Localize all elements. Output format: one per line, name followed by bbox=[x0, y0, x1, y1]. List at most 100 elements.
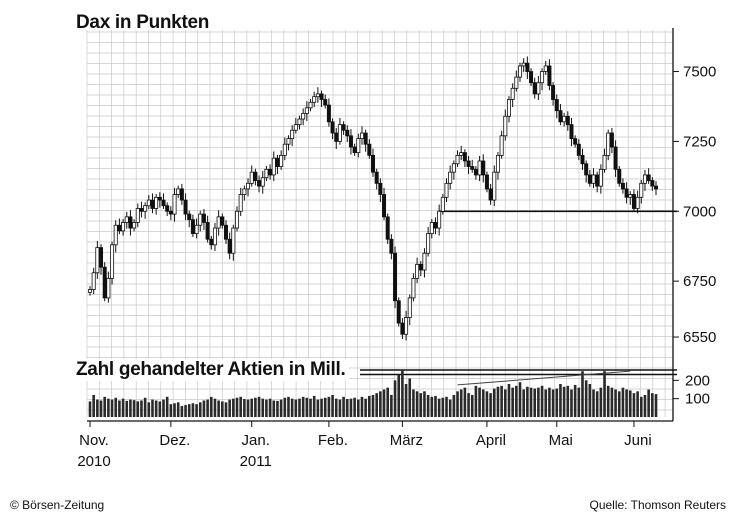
volume-bar bbox=[257, 396, 261, 417]
volume-bar bbox=[386, 387, 390, 417]
candle-body bbox=[223, 224, 228, 240]
candle-body bbox=[154, 196, 159, 209]
candle-body bbox=[418, 263, 423, 271]
volume-bar bbox=[173, 403, 176, 417]
candle-body bbox=[595, 174, 600, 187]
candle-body bbox=[532, 82, 537, 95]
candle-body bbox=[598, 168, 603, 187]
candle-body bbox=[271, 157, 276, 176]
y-tick-label: 7500 bbox=[683, 64, 716, 81]
volume-bar bbox=[573, 384, 577, 417]
candle-body bbox=[437, 210, 442, 229]
candle-body bbox=[323, 99, 328, 106]
volume-bar bbox=[507, 384, 511, 417]
volume-bar bbox=[294, 399, 298, 417]
volume-bar bbox=[125, 400, 129, 417]
candle-body bbox=[393, 252, 398, 302]
candle-body bbox=[124, 216, 129, 223]
volume-bar bbox=[606, 385, 610, 417]
candle-body bbox=[547, 65, 552, 86]
candle-body bbox=[348, 135, 353, 148]
x-tick-label: Nov. bbox=[79, 432, 109, 449]
volume-bar bbox=[114, 397, 118, 417]
candle-body bbox=[293, 124, 298, 131]
volume-bar bbox=[566, 385, 570, 417]
volume-bar bbox=[107, 398, 110, 417]
volume-bar bbox=[99, 400, 103, 417]
volume-bar bbox=[250, 398, 254, 417]
candle-body bbox=[455, 154, 460, 165]
candle-body bbox=[554, 99, 559, 112]
volume-bar bbox=[338, 399, 342, 417]
candle-body bbox=[275, 157, 280, 167]
volume-title: Zahl gehandelter Aktien in Mill. bbox=[76, 359, 350, 381]
candle-body bbox=[246, 182, 251, 190]
candle-body bbox=[286, 138, 291, 145]
volume-bar bbox=[246, 399, 250, 417]
volume-bar bbox=[404, 384, 408, 417]
candle-body bbox=[473, 168, 478, 176]
candle-body bbox=[580, 154, 585, 165]
volume-bar bbox=[239, 396, 242, 417]
volume-bar bbox=[254, 397, 257, 417]
candle-body bbox=[352, 146, 357, 153]
candle-body bbox=[176, 188, 181, 195]
volume-bar bbox=[195, 404, 198, 417]
x-tick-label: Dez. bbox=[159, 432, 190, 449]
candle-body bbox=[514, 76, 519, 89]
candle-body bbox=[536, 82, 541, 95]
volume-bar bbox=[202, 400, 206, 417]
volume-bar bbox=[621, 387, 625, 417]
volume-bar bbox=[632, 393, 636, 417]
volume-bar bbox=[610, 387, 614, 417]
volume-bar bbox=[143, 397, 147, 417]
volume-bar bbox=[368, 395, 371, 417]
y-tick-label: 6750 bbox=[683, 273, 716, 290]
candle-body bbox=[411, 277, 416, 299]
x-tick-label: März bbox=[390, 432, 423, 449]
volume-bar bbox=[353, 397, 356, 417]
candle-body bbox=[268, 168, 273, 176]
volume-bar bbox=[456, 391, 459, 417]
volume-bar bbox=[198, 402, 202, 417]
volume-bar bbox=[492, 388, 496, 417]
volume-bar bbox=[559, 384, 562, 417]
candle-body bbox=[470, 166, 475, 170]
candle-body bbox=[462, 152, 467, 162]
volume-bar bbox=[316, 399, 320, 417]
volume-bar bbox=[584, 380, 588, 417]
volume-bar bbox=[187, 404, 191, 417]
candle-body bbox=[606, 132, 611, 156]
candle-body bbox=[492, 171, 497, 201]
volume-bar bbox=[268, 398, 272, 417]
candle-body bbox=[187, 213, 192, 221]
candle-body bbox=[573, 138, 578, 145]
candle-body bbox=[617, 168, 622, 184]
candle-body bbox=[128, 216, 133, 229]
candle-body bbox=[190, 219, 195, 235]
volume-bar bbox=[88, 401, 92, 417]
volume-bar bbox=[426, 395, 430, 417]
volume-bar bbox=[478, 387, 481, 417]
volume-bar bbox=[121, 398, 125, 417]
candle-body bbox=[378, 182, 383, 195]
volume-bar bbox=[110, 399, 114, 417]
candle-body bbox=[639, 182, 644, 198]
volume-bar bbox=[603, 371, 606, 417]
x-tick-label: April bbox=[476, 432, 506, 449]
volume-bar bbox=[639, 396, 643, 417]
candle-body bbox=[91, 272, 96, 290]
volume-bar bbox=[463, 387, 467, 417]
candle-body bbox=[227, 238, 232, 254]
volume-trend bbox=[457, 370, 631, 386]
volume-bar bbox=[533, 388, 537, 417]
candle-body bbox=[253, 171, 258, 181]
candle-body bbox=[521, 62, 526, 67]
candle-body bbox=[168, 210, 173, 215]
x-tick-sublabel: 2011 bbox=[240, 453, 272, 470]
candle-body bbox=[132, 222, 137, 229]
volume-bar bbox=[151, 399, 154, 417]
volume-bar bbox=[261, 398, 265, 417]
volume-bar bbox=[397, 374, 401, 417]
